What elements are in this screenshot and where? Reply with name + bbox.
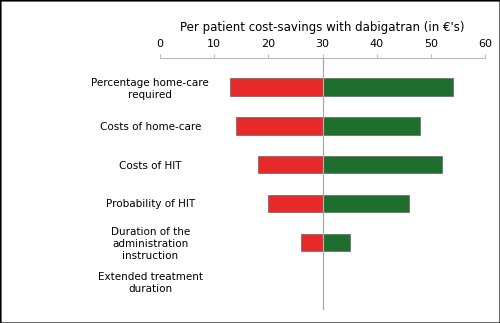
Bar — [301, 234, 322, 251]
Bar — [268, 195, 322, 212]
Bar — [322, 78, 452, 96]
Bar — [230, 78, 322, 96]
Bar — [236, 117, 322, 135]
Title: Per patient cost-savings with dabigatran (in €'s): Per patient cost-savings with dabigatran… — [180, 21, 465, 34]
Bar — [322, 117, 420, 135]
Bar — [322, 156, 442, 173]
Bar — [258, 156, 322, 173]
Bar — [322, 234, 349, 251]
Bar — [322, 195, 409, 212]
